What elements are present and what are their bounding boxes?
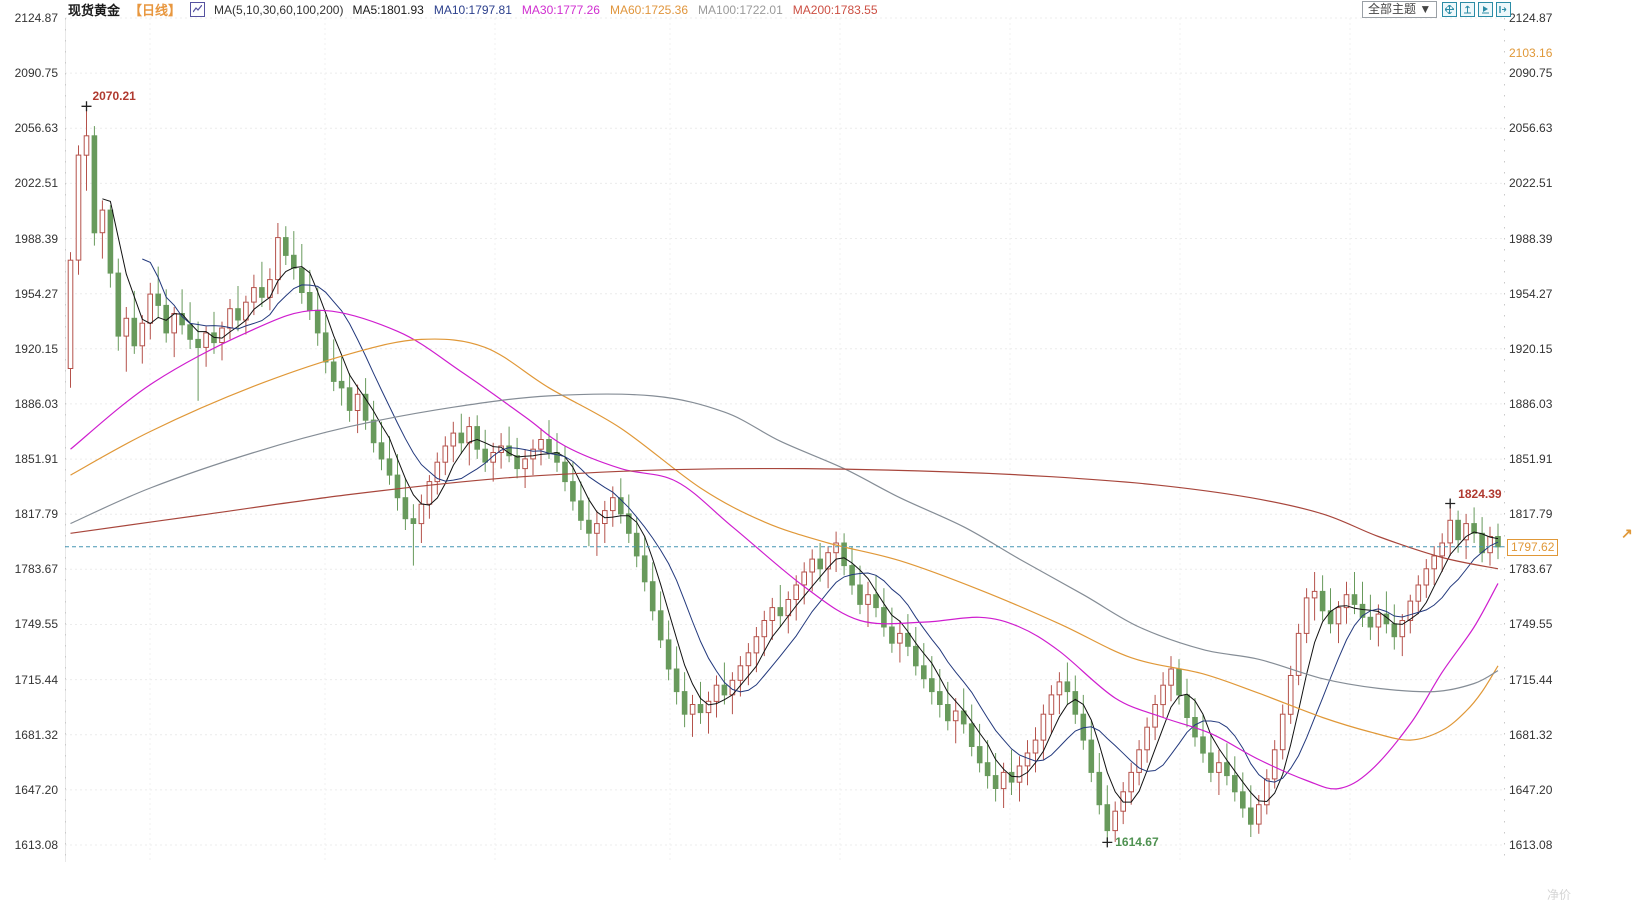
play-forward-icon[interactable] bbox=[1478, 2, 1494, 17]
y-axis-tick-left: 1920.15 bbox=[14, 341, 58, 356]
right-axis-orange-label: 2103.16 bbox=[1509, 46, 1553, 61]
y-axis-tick-right: 1613.08 bbox=[1509, 838, 1553, 852]
ma-legend-value: MA30:1777.26 bbox=[521, 2, 600, 17]
theme-dropdown[interactable]: 全部主题 ▼ bbox=[1362, 1, 1438, 18]
jump-to-latest-icon[interactable] bbox=[1496, 2, 1512, 17]
fit-scale-icon[interactable] bbox=[1460, 2, 1476, 17]
y-axis-tick-right: 1783.67 bbox=[1509, 562, 1553, 577]
ma-legend-value: MA60:1725.36 bbox=[609, 2, 689, 17]
y-axis-tick-left: 1886.03 bbox=[14, 396, 58, 411]
recent-high-annotation: 1824.39 bbox=[1458, 486, 1502, 501]
move-icon[interactable] bbox=[1442, 2, 1458, 17]
y-axis-tick-left: 2022.51 bbox=[14, 176, 58, 191]
y-axis-tick-left: 1988.39 bbox=[14, 231, 58, 246]
ma-legend: MA5:1801.93 MA10:1797.81 MA30:1777.26 MA60:… bbox=[352, 3, 877, 17]
y-axis-tick-right: 1647.20 bbox=[1509, 782, 1553, 797]
chart-toolbar: 全部主题 ▼ bbox=[1362, 1, 1512, 18]
y-axis-tick-right: 1681.32 bbox=[1509, 727, 1553, 742]
y-axis-tick-right: 1886.03 bbox=[1509, 396, 1553, 411]
y-axis-tick-right: 1954.27 bbox=[1509, 286, 1553, 301]
y-axis-tick-left: 1783.67 bbox=[14, 562, 58, 577]
y-axis-tick-left: 1613.08 bbox=[14, 838, 58, 852]
y-axis-tick-left: 2124.87 bbox=[14, 11, 58, 25]
y-axis-tick-left: 1851.91 bbox=[14, 452, 58, 467]
y-axis-tick-left: 1749.55 bbox=[14, 617, 58, 632]
y-axis-tick-left: 2090.75 bbox=[14, 66, 58, 81]
period-label: 【日线】 bbox=[129, 3, 182, 18]
ma-legend-value: MA200:1783.55 bbox=[792, 2, 878, 17]
high-price-annotation: 2070.21 bbox=[92, 89, 136, 104]
y-axis-tick-right: 2056.63 bbox=[1509, 121, 1553, 136]
indicator-name: MA(5,10,30,60,100,200) bbox=[214, 2, 344, 17]
y-axis-tick-right: 2090.75 bbox=[1509, 66, 1553, 81]
current-price-tag: 1797.62 bbox=[1507, 538, 1559, 556]
y-axis-tick-right: 2124.87 bbox=[1509, 11, 1553, 25]
y-axis-tick-left: 1681.32 bbox=[14, 727, 58, 742]
toolbar-icons bbox=[1442, 2, 1512, 17]
low-price-annotation: 1614.67 bbox=[1115, 835, 1159, 850]
y-axis-tick-right: 2022.51 bbox=[1509, 176, 1553, 191]
y-axis-tick-left: 1954.27 bbox=[14, 286, 58, 301]
y-axis-tick-right: 1715.44 bbox=[1509, 672, 1553, 687]
y-axis-tick-right: 1817.79 bbox=[1509, 507, 1553, 522]
y-axis-tick-right: 1851.91 bbox=[1509, 452, 1553, 467]
watermark-text: 净价 bbox=[1547, 888, 1572, 900]
ma-legend-value: MA10:1797.81 bbox=[433, 2, 512, 17]
y-axis-tick-left: 1647.20 bbox=[14, 782, 58, 797]
y-axis-tick-left: 2056.63 bbox=[14, 121, 58, 136]
y-axis-tick-right: 1749.55 bbox=[1509, 617, 1553, 632]
ma-legend-value: MA100:1722.01 bbox=[698, 2, 783, 17]
chart-header: 现货黄金 【日线】 MA(5,10,30,60,100,200) MA5:180… bbox=[68, 1, 878, 18]
indicator-toggle-icon[interactable] bbox=[190, 2, 206, 17]
y-axis-tick-left: 1817.79 bbox=[14, 507, 58, 522]
y-axis-tick-left: 1715.44 bbox=[14, 672, 58, 687]
y-axis-tick-right: 1988.39 bbox=[1509, 231, 1553, 246]
ma-legend-value: MA5:1801.93 bbox=[352, 2, 424, 17]
instrument-title: 现货黄金 bbox=[68, 3, 121, 18]
y-axis-tick-right: 1920.15 bbox=[1509, 341, 1553, 356]
price-direction-arrow: ↗ bbox=[1621, 524, 1633, 541]
